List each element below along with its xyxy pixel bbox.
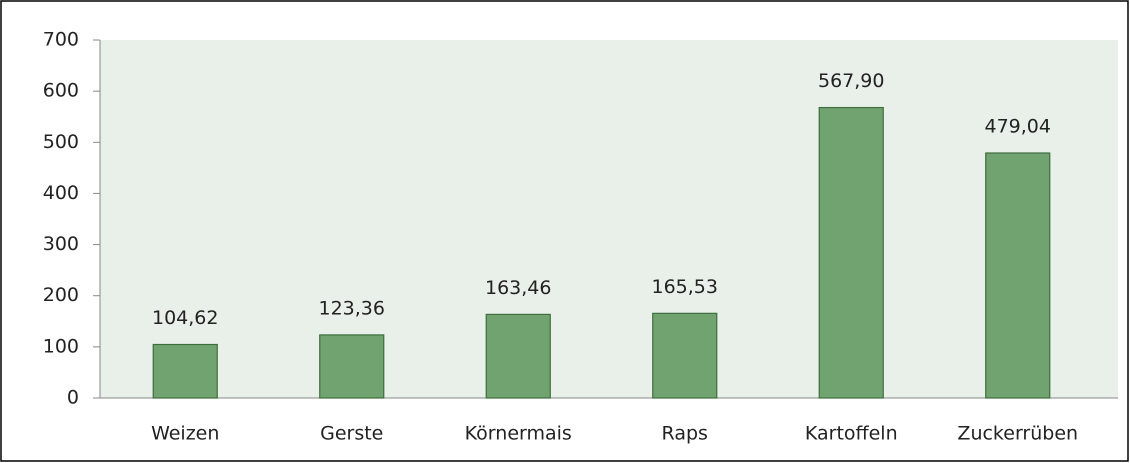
y-tick-label: 100 [43, 335, 79, 357]
plot-area [100, 40, 1118, 398]
bar [985, 152, 1051, 399]
x-tick-label: Raps [662, 423, 708, 445]
x-tick-label: Zuckerrüben [957, 423, 1078, 445]
y-tick-label: 700 [43, 29, 79, 51]
y-tick-label: 500 [43, 131, 79, 153]
y-tick-label: 400 [43, 182, 79, 204]
data-label: 165,53 [652, 276, 718, 298]
y-tick-label: 200 [43, 284, 79, 306]
bar [319, 334, 385, 399]
data-label: 567,90 [818, 70, 884, 92]
bar [485, 313, 551, 399]
data-label: 163,46 [485, 277, 551, 299]
x-tick-label: Körnermais [465, 423, 572, 445]
data-label: 479,04 [985, 116, 1051, 138]
bar [818, 106, 884, 399]
x-tick-label: Gerste [320, 423, 383, 445]
x-tick-label: Kartoffeln [805, 423, 898, 445]
x-tick-label: Weizen [151, 423, 219, 445]
y-tick-label: 300 [43, 233, 79, 255]
data-label: 104,62 [152, 307, 218, 329]
bar [152, 343, 218, 399]
data-label: 123,36 [319, 297, 385, 319]
y-tick-label: 600 [43, 80, 79, 102]
y-tick-label: 0 [67, 387, 79, 409]
bar [652, 312, 718, 399]
